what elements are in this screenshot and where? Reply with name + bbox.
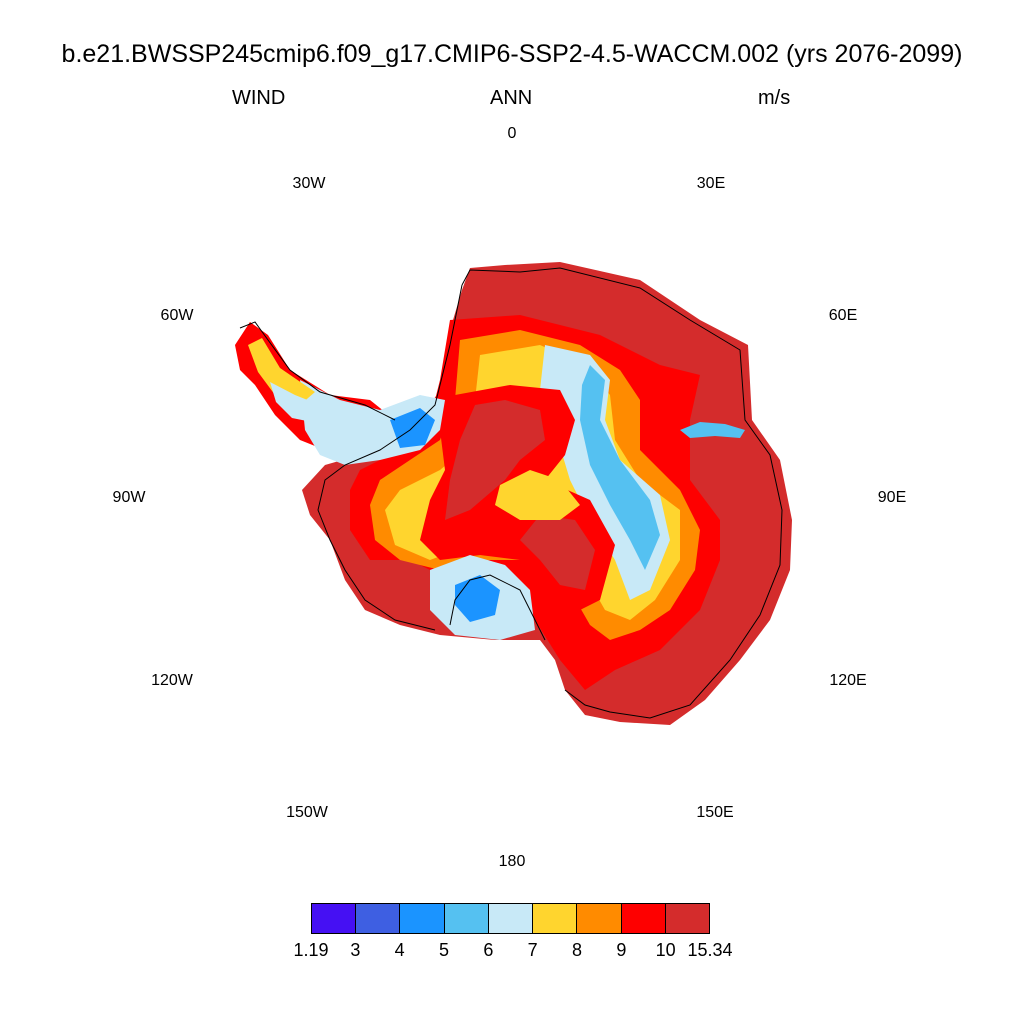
ross-region-class-3 bbox=[455, 575, 500, 622]
lon-label-120w: 120W bbox=[151, 672, 193, 689]
lon-label-30e: 30E bbox=[696, 175, 726, 192]
dome-east-class-9 bbox=[520, 515, 595, 590]
colorbar-box-4 bbox=[444, 904, 489, 933]
dome-class-9 bbox=[445, 400, 545, 520]
peninsula-class-5 bbox=[270, 382, 320, 422]
lon-label-30w: 30W bbox=[292, 175, 326, 192]
colorbar-label: 8 bbox=[571, 940, 583, 960]
colorbar-box-6 bbox=[533, 904, 578, 933]
colorbar-box-1 bbox=[312, 904, 357, 933]
variable-label: WIND bbox=[232, 87, 286, 109]
colorbar-label: 10 bbox=[655, 940, 676, 960]
colorbar-label: 6 bbox=[483, 940, 494, 960]
dome-center-class-6 bbox=[495, 470, 580, 520]
colorbar-label: 9 bbox=[616, 940, 627, 960]
lon-label-0: 0 bbox=[507, 125, 517, 142]
coastline-peninsula bbox=[239, 321, 396, 421]
colorbar bbox=[311, 903, 710, 934]
colorbar-box-5 bbox=[488, 904, 534, 933]
colorbar-label: 5 bbox=[438, 940, 450, 960]
colorbar-box-3 bbox=[400, 904, 445, 933]
colorbar-label: 7 bbox=[527, 940, 538, 960]
lon-label-150w: 150W bbox=[286, 804, 328, 821]
colorbar-label: 15.34 bbox=[687, 940, 733, 960]
lon-label-120e: 120E bbox=[829, 672, 867, 689]
coastline bbox=[239, 267, 783, 719]
lon-label-180: 180 bbox=[498, 853, 526, 870]
coastline-east bbox=[461, 267, 783, 719]
colorbar-box-9 bbox=[665, 904, 709, 933]
wind-speed-field bbox=[235, 262, 792, 725]
colorbar-label: 1.19 bbox=[293, 940, 329, 960]
colorbar-box-2 bbox=[356, 904, 401, 933]
peninsula-class-6 bbox=[248, 338, 315, 405]
region-class-4 bbox=[580, 365, 660, 570]
season-label: ANN bbox=[490, 87, 533, 109]
lon-label-90w: 90W bbox=[112, 489, 146, 506]
colorbar-box-8 bbox=[621, 904, 666, 933]
colorbar-label: 4 bbox=[394, 940, 405, 960]
colorbar-box-7 bbox=[577, 904, 622, 933]
units-label: m/s bbox=[758, 87, 791, 109]
coastline-ross-shelf bbox=[449, 574, 546, 641]
lon-label-60w: 60W bbox=[160, 307, 194, 324]
coastline-west bbox=[317, 284, 463, 631]
chart-title: b.e21.BWSSP245cmip6.f09_g17.CMIP6-SSP2-4… bbox=[61, 40, 963, 68]
lon-label-60e: 60E bbox=[828, 307, 858, 324]
colorbar-label: 3 bbox=[350, 940, 361, 960]
east-coast-ice-shelf bbox=[680, 422, 745, 438]
lon-label-150e: 150E bbox=[696, 804, 734, 821]
lon-label-90e: 90E bbox=[877, 489, 907, 506]
